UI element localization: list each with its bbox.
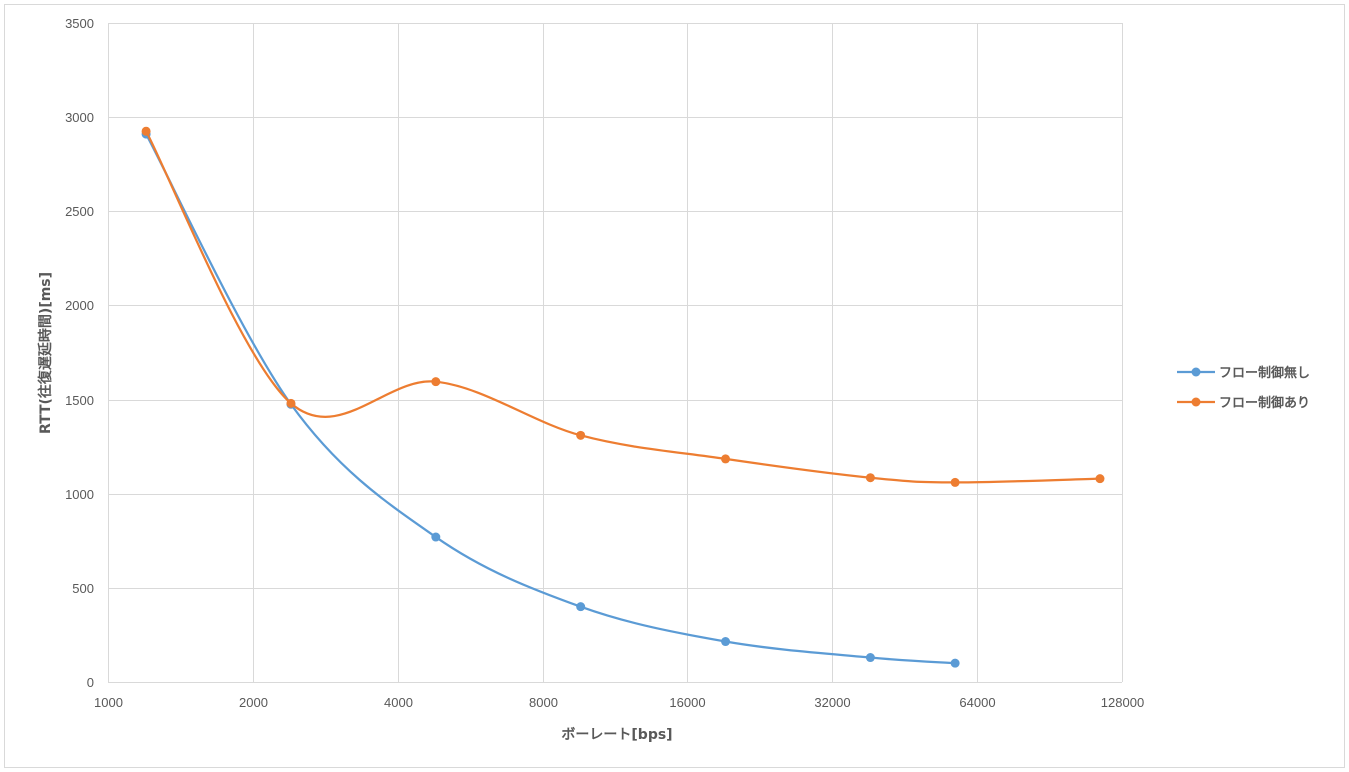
legend-marker xyxy=(1191,367,1201,377)
y-tick-label: 2000 xyxy=(65,298,94,313)
y-tick-label: 500 xyxy=(72,581,94,596)
data-point xyxy=(286,398,296,408)
series-2 xyxy=(141,126,1105,487)
grid xyxy=(108,23,1123,683)
series-layer xyxy=(141,126,1105,668)
legend-item: フロー制御無し xyxy=(1177,365,1310,381)
y-tick-label: 0 xyxy=(87,675,94,690)
series-line xyxy=(144,130,1102,484)
x-axis-title: ボーレート[bps] xyxy=(561,727,672,743)
data-point xyxy=(576,602,586,612)
x-tick-label: 1000 xyxy=(94,695,123,710)
data-point xyxy=(431,377,441,387)
y-tick-label: 1500 xyxy=(65,393,94,408)
data-point xyxy=(865,653,875,663)
data-point xyxy=(1095,474,1105,484)
data-point xyxy=(950,477,960,487)
x-axis-ticks: 1000 2000 4000 8000 16000 32000 64000 128000 xyxy=(94,695,1144,710)
x-tick-label: 32000 xyxy=(814,695,850,710)
legend-label: フロー制御無し xyxy=(1219,365,1310,381)
x-tick-label: 8000 xyxy=(529,695,558,710)
x-tick-label: 64000 xyxy=(959,695,995,710)
y-tick-label: 1000 xyxy=(65,487,94,502)
data-point xyxy=(721,637,731,647)
legend-item: フロー制御あり xyxy=(1177,395,1310,411)
legend-label: フロー制御あり xyxy=(1219,395,1310,411)
x-tick-label: 16000 xyxy=(669,695,705,710)
legend-marker xyxy=(1191,397,1201,407)
y-tick-label: 2500 xyxy=(65,204,94,219)
data-point xyxy=(721,454,731,464)
y-axis-title: RTT(往復遅延時間)[ms] xyxy=(37,272,54,434)
y-tick-label: 3500 xyxy=(65,16,94,31)
data-point xyxy=(576,430,586,440)
x-tick-label: 2000 xyxy=(239,695,268,710)
chart-frame xyxy=(4,4,1345,768)
x-tick-label: 4000 xyxy=(384,695,413,710)
x-tick-label: 128000 xyxy=(1101,695,1144,710)
data-point xyxy=(141,126,151,136)
series-line xyxy=(144,132,957,665)
data-point xyxy=(950,658,960,668)
data-point xyxy=(865,473,875,483)
y-tick-label: 3000 xyxy=(65,110,94,125)
y-axis-ticks: 0 500 1000 1500 2000 2500 3000 3500 xyxy=(65,16,94,690)
data-point xyxy=(431,532,441,542)
